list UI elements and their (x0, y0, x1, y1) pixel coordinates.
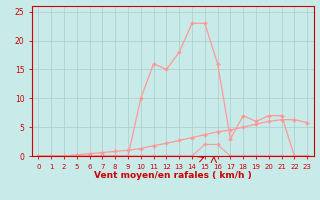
X-axis label: Vent moyen/en rafales ( km/h ): Vent moyen/en rafales ( km/h ) (94, 171, 252, 180)
